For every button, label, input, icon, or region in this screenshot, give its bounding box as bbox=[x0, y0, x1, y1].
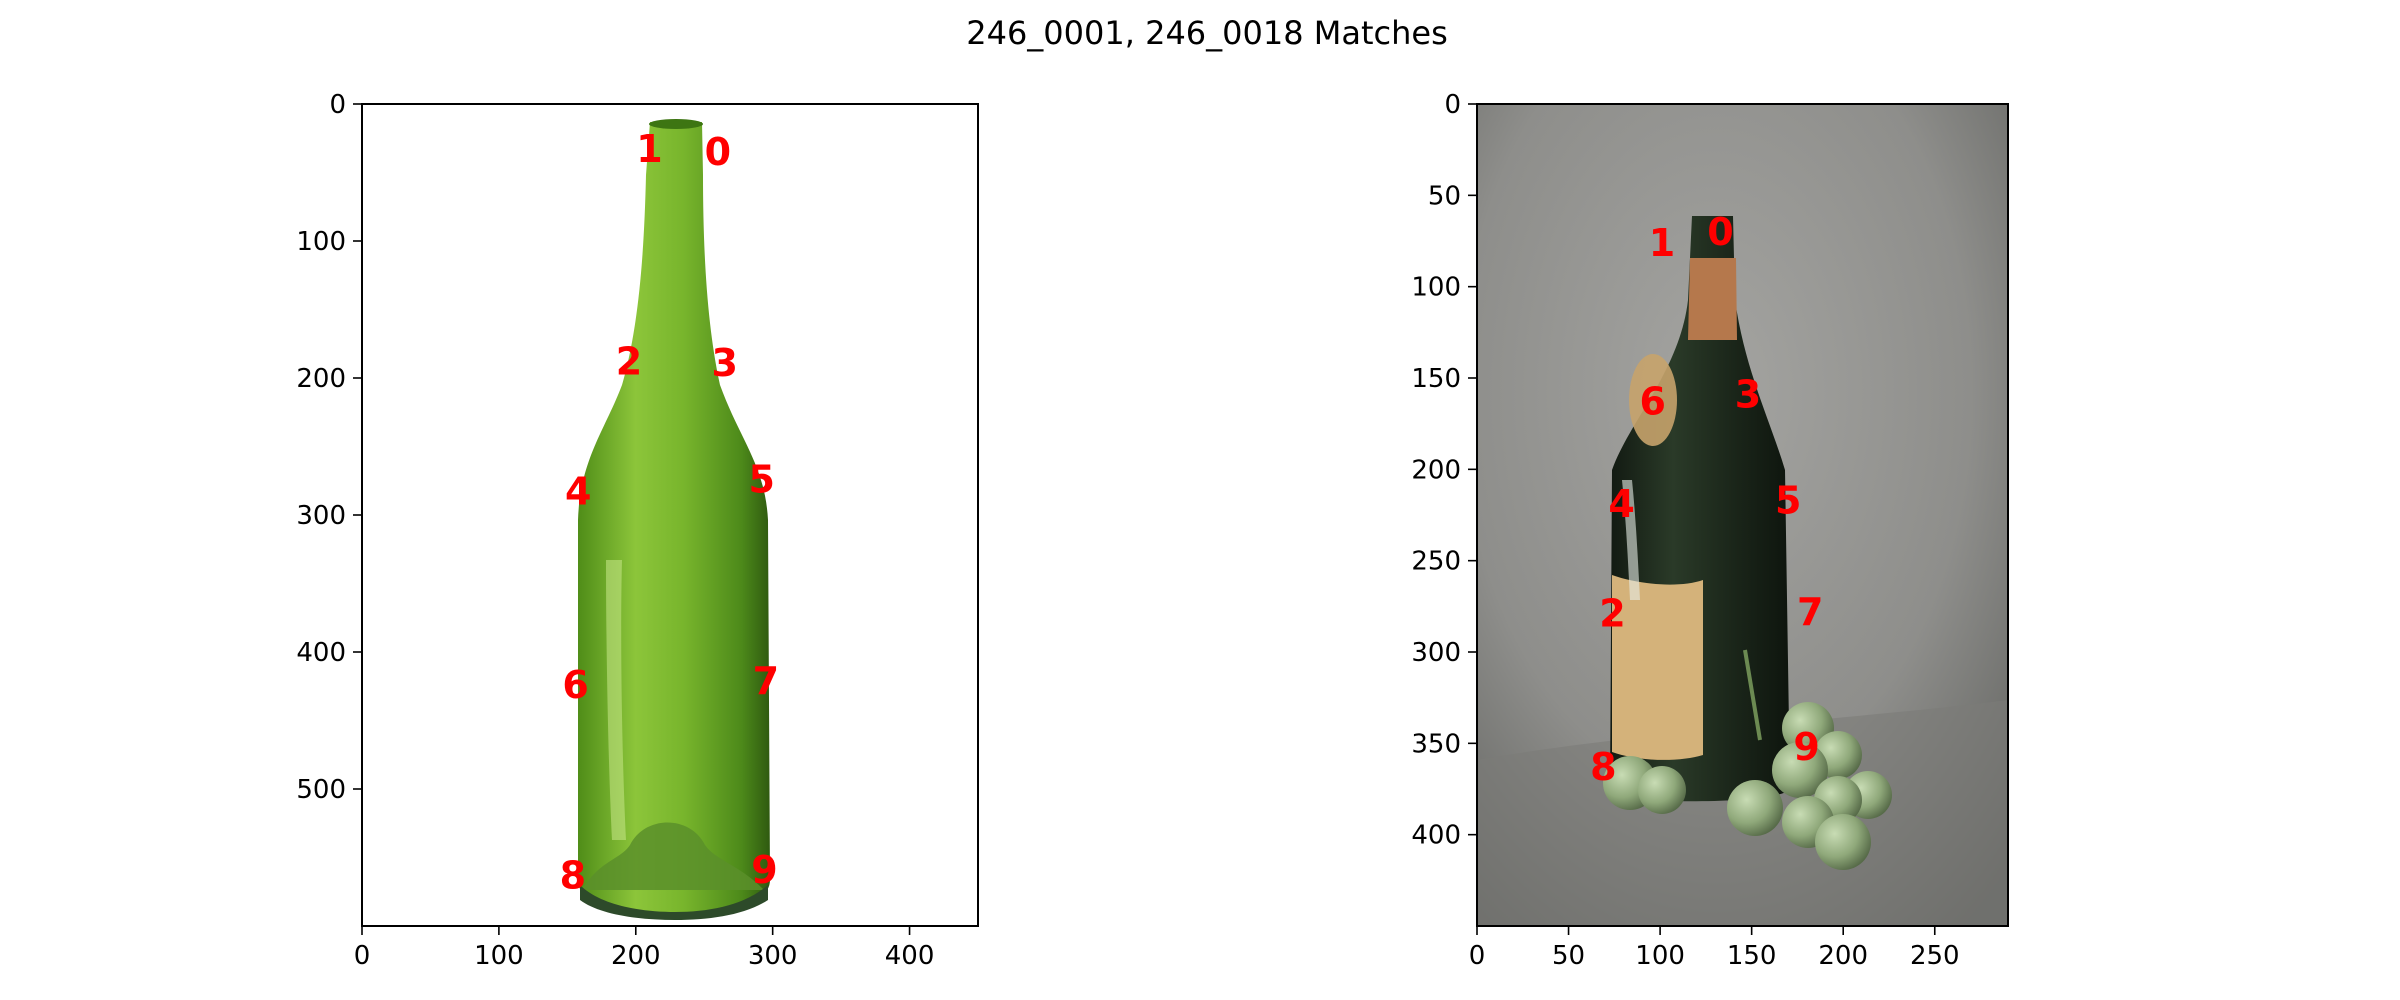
left-keypoints: 01 2 3 4 5 6 7 8 9 bbox=[560, 127, 779, 897]
keypoint-label-8: 8 bbox=[1590, 745, 1616, 789]
x-tick-label: 100 bbox=[474, 941, 524, 971]
keypoint-label-4: 4 bbox=[565, 470, 591, 514]
x-tick-label: 150 bbox=[1727, 941, 1777, 971]
keypoint-label-6: 6 bbox=[1640, 380, 1666, 424]
x-tick-label: 400 bbox=[885, 941, 935, 971]
green-bottle-punt bbox=[582, 822, 764, 890]
y-tick-label: 250 bbox=[1411, 547, 1461, 577]
y-tick-label: 500 bbox=[296, 775, 346, 805]
y-tick-label: 100 bbox=[1411, 273, 1461, 303]
keypoint-label-1: 1 bbox=[1649, 221, 1675, 265]
keypoint-label-2: 2 bbox=[616, 340, 642, 384]
left-image bbox=[362, 104, 978, 926]
right-y-ticks: 0 50 100 150 200 250 300 350 400 bbox=[1411, 90, 1477, 851]
keypoint-label-3: 3 bbox=[1735, 372, 1761, 416]
keypoint-label-5: 5 bbox=[1775, 478, 1801, 522]
y-tick-label: 200 bbox=[296, 364, 346, 394]
keypoint-label-8: 8 bbox=[560, 853, 586, 897]
wine-bottle-highlight bbox=[1622, 480, 1640, 600]
green-bottle-base bbox=[580, 885, 768, 920]
y-tick-label: 150 bbox=[1411, 364, 1461, 394]
left-y-ticks: 0 100 200 300 400 500 bbox=[296, 90, 362, 805]
x-tick-label: 0 bbox=[1469, 941, 1486, 971]
keypoint-label-0: 0 bbox=[1707, 210, 1733, 254]
y-tick-label: 400 bbox=[296, 638, 346, 668]
keypoint-label-6: 6 bbox=[562, 663, 588, 707]
y-tick-label: 350 bbox=[1411, 729, 1461, 759]
wine-bottle-neck-label bbox=[1629, 354, 1677, 446]
x-tick-label: 300 bbox=[748, 941, 798, 971]
keypoint-label-9: 9 bbox=[1793, 725, 1819, 769]
y-tick-label: 100 bbox=[296, 227, 346, 257]
right-keypoints: 01 2 3 4 5 6 7 8 9 bbox=[1590, 210, 1823, 789]
grapes bbox=[1603, 649, 1892, 870]
green-bottle bbox=[578, 122, 770, 914]
keypoint-label-3: 3 bbox=[712, 341, 738, 385]
green-bottle-highlight bbox=[606, 560, 626, 840]
x-tick-label: 200 bbox=[1818, 941, 1868, 971]
x-tick-label: 0 bbox=[354, 941, 371, 971]
figure-title: 246_0001, 246_0018 Matches bbox=[966, 14, 1448, 52]
x-tick-label: 200 bbox=[611, 941, 661, 971]
x-tick-label: 250 bbox=[1910, 941, 1960, 971]
keypoint-label-4: 4 bbox=[1608, 482, 1634, 526]
right-axes: 0 50 100 150 200 250 050100150200250300350400… bbox=[1411, 90, 2009, 971]
keypoint-label-9: 9 bbox=[751, 848, 777, 892]
left-x-ticks: 0 100 200 300 400 bbox=[354, 926, 935, 971]
y-tick-label: 300 bbox=[1411, 638, 1461, 668]
wine-bottle-label bbox=[1612, 575, 1703, 760]
right-axes-frame bbox=[1476, 103, 2009, 927]
right-x-ticks: 0 50 100 150 200 250 bbox=[1469, 926, 1960, 971]
green-bottle-lip bbox=[649, 119, 703, 129]
y-tick-label: 200 bbox=[1411, 455, 1461, 485]
y-tick-label: 50 bbox=[1428, 181, 1461, 211]
keypoint-label-2: 2 bbox=[1599, 592, 1625, 636]
keypoint-label-0: 0 bbox=[705, 130, 731, 174]
keypoint-label-1: 1 bbox=[636, 127, 662, 171]
y-tick-label: 0 bbox=[1444, 90, 1461, 120]
wine-bottle-foil bbox=[1688, 258, 1737, 340]
keypoint-label-7: 7 bbox=[753, 659, 779, 703]
right-image bbox=[1477, 104, 2008, 926]
x-tick-label: 100 bbox=[1635, 941, 1685, 971]
keypoint-label-7: 7 bbox=[1797, 590, 1823, 634]
y-tick-label: 0 bbox=[329, 90, 346, 120]
y-tick-label: 300 bbox=[296, 501, 346, 531]
keypoint-label-5: 5 bbox=[748, 457, 774, 501]
y-tick-label: 400 bbox=[1411, 821, 1461, 851]
x-tick-label: 50 bbox=[1552, 941, 1585, 971]
